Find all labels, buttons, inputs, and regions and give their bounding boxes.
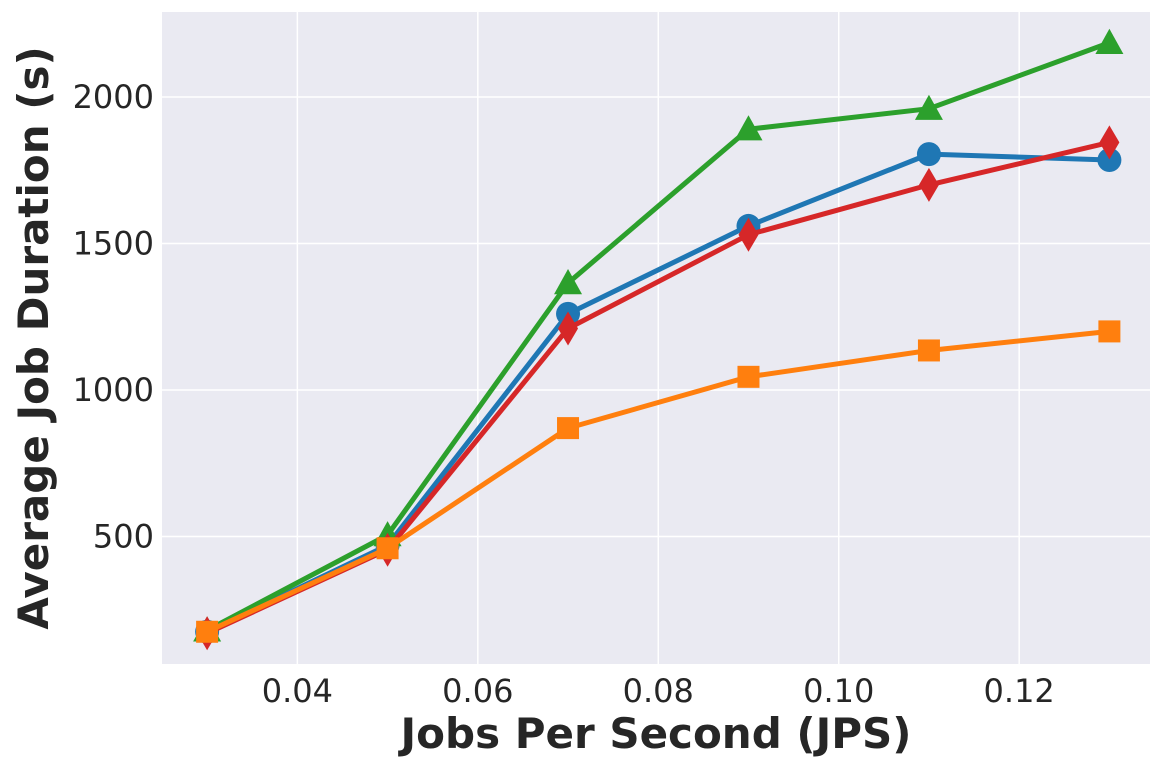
y-tick-label: 500 bbox=[93, 518, 154, 556]
data-point bbox=[918, 167, 939, 202]
y-tick-label: 1500 bbox=[73, 224, 154, 262]
data-point bbox=[737, 365, 760, 388]
data-point bbox=[1099, 125, 1120, 160]
plot-background bbox=[162, 12, 1150, 664]
data-point bbox=[554, 269, 583, 295]
x-tick-label: 0.08 bbox=[623, 672, 694, 710]
y-axis-label: Average Job Duration (s) bbox=[9, 46, 58, 629]
x-tick-label: 0.06 bbox=[442, 672, 513, 710]
y-tick-label: 2000 bbox=[73, 78, 154, 116]
data-point bbox=[1098, 320, 1121, 343]
x-tick-label: 0.12 bbox=[984, 672, 1055, 710]
series-square bbox=[196, 320, 1121, 643]
data-point bbox=[1095, 28, 1124, 54]
y-tick-label: 1000 bbox=[73, 371, 154, 409]
data-point bbox=[1097, 147, 1122, 172]
data-point bbox=[734, 115, 763, 141]
x-axis-ticks: 0.04 0.06 0.08 0.10 0.12 bbox=[262, 672, 1055, 710]
data-point bbox=[558, 311, 579, 346]
series-line bbox=[205, 40, 1111, 633]
series-line bbox=[206, 328, 1110, 635]
grid bbox=[162, 12, 1150, 664]
y-axis-ticks: 500 1000 1500 2000 bbox=[73, 78, 154, 556]
data-point bbox=[376, 537, 399, 560]
data-point bbox=[557, 417, 580, 440]
x-tick-label: 0.04 bbox=[262, 672, 333, 710]
data-point bbox=[914, 94, 943, 120]
x-tick-label: 0.10 bbox=[803, 672, 874, 710]
data-point bbox=[917, 339, 940, 362]
data-point bbox=[196, 620, 219, 643]
data-point bbox=[916, 142, 941, 167]
series-layer bbox=[193, 28, 1124, 651]
x-axis-label: Jobs Per Second (JPS) bbox=[398, 709, 912, 758]
data-point bbox=[738, 217, 759, 252]
